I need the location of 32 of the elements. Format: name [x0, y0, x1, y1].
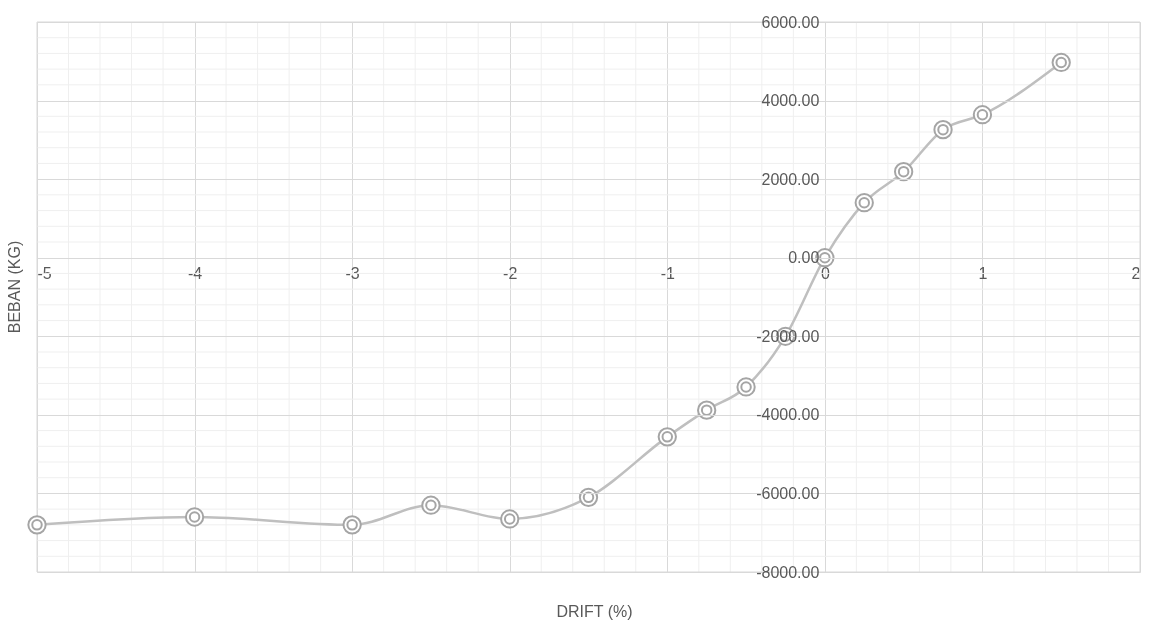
point — [184, 507, 205, 527]
point — [933, 120, 953, 140]
x-tick-label: 0 — [820, 265, 830, 283]
point — [578, 487, 599, 507]
point — [854, 193, 874, 213]
point — [500, 509, 520, 529]
y-tick-label: -6000.00 — [756, 484, 820, 502]
point — [736, 377, 756, 397]
x-tick-label: 2 — [1131, 265, 1141, 283]
x-axis-title: DRIFT (%) — [556, 603, 633, 620]
y-tick-label: 2000.00 — [761, 170, 820, 188]
y-axis-title: BEBAN (KG) — [6, 240, 23, 334]
y-tick-label: -2000.00 — [756, 327, 820, 345]
y-tick-label: -4000.00 — [756, 406, 820, 424]
y-tick-label: 4000.00 — [761, 92, 820, 110]
point — [972, 105, 993, 125]
point — [342, 515, 362, 535]
point — [421, 495, 441, 515]
point — [697, 400, 717, 420]
point — [657, 427, 677, 447]
y-tick-label: 0.00 — [788, 249, 820, 267]
x-tick-label: -2 — [503, 265, 518, 283]
x-tick-label: 1 — [978, 265, 988, 283]
point — [893, 162, 914, 182]
point — [1051, 52, 1071, 73]
x-tick-label: -1 — [660, 265, 675, 283]
y-tick-label: 6000.00 — [761, 13, 820, 31]
x-tick-label: -4 — [187, 265, 203, 283]
point — [27, 515, 47, 535]
x-tick-label: -3 — [345, 265, 360, 283]
x-tick-label: -5 — [37, 265, 52, 283]
y-tick-label: -8000.00 — [756, 563, 820, 581]
